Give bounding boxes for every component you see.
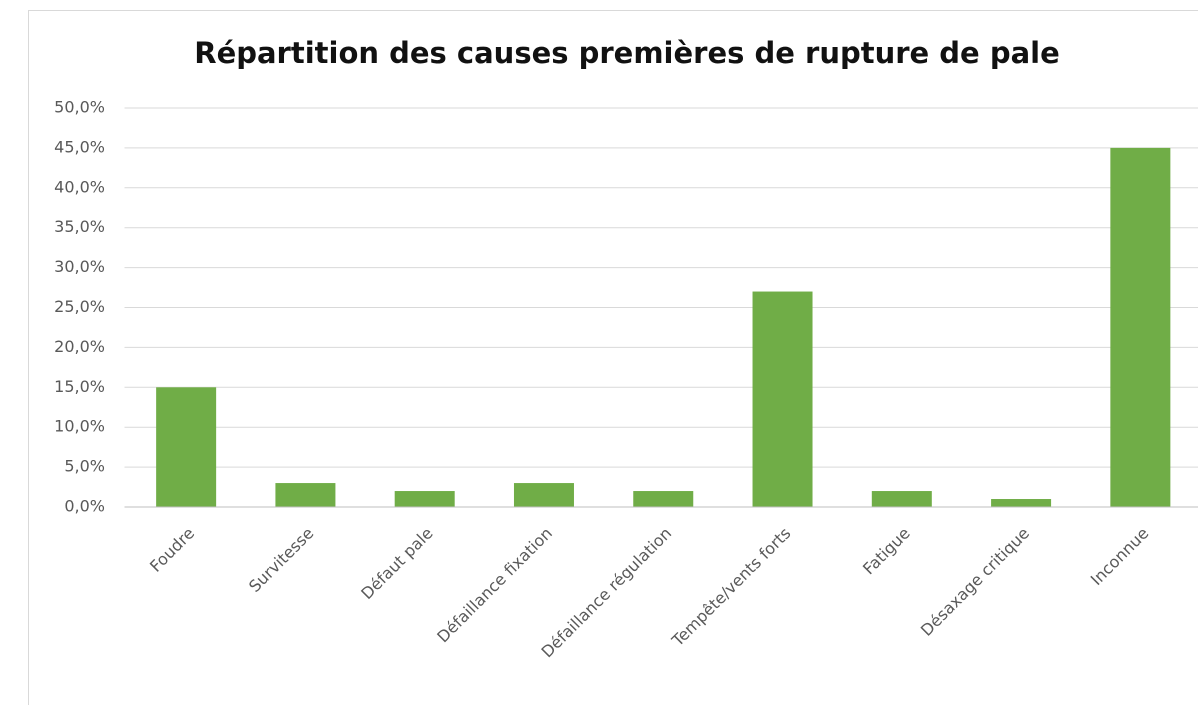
- y-tick-label: 45,0%: [54, 137, 105, 156]
- bar: [394, 491, 455, 507]
- bar: [633, 491, 694, 507]
- bar: [1110, 147, 1171, 507]
- bar: [991, 499, 1052, 507]
- y-tick-label: 10,0%: [54, 417, 105, 436]
- y-tick-label: 20,0%: [54, 337, 105, 356]
- bar: [871, 491, 932, 507]
- bar: [156, 387, 217, 507]
- y-tick-label: 25,0%: [54, 297, 105, 316]
- bar: [275, 483, 336, 507]
- bar: [513, 483, 574, 507]
- chart-frame: [28, 10, 1198, 705]
- bar: [752, 291, 813, 507]
- y-tick-label: 5,0%: [64, 457, 105, 476]
- y-tick-label: 40,0%: [54, 177, 105, 196]
- y-tick-label: 50,0%: [54, 98, 105, 117]
- chart-title: Répartition des causes premières de rupt…: [194, 36, 1060, 70]
- y-tick-label: 15,0%: [54, 377, 105, 396]
- y-tick-label: 0,0%: [64, 497, 105, 516]
- y-tick-label: 35,0%: [54, 217, 105, 236]
- y-tick-label: 30,0%: [54, 257, 105, 276]
